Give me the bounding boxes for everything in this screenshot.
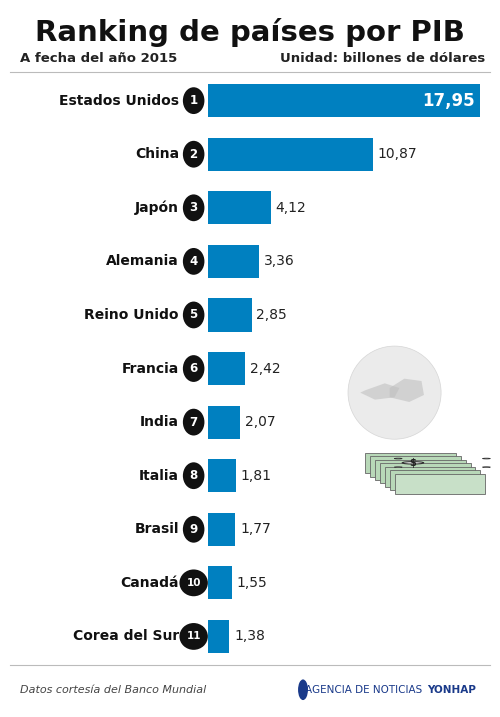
Bar: [208, 513, 235, 546]
Polygon shape: [394, 473, 485, 494]
Text: 1: 1: [190, 94, 198, 107]
Circle shape: [482, 458, 490, 459]
Text: China: China: [135, 147, 179, 161]
Text: 2,42: 2,42: [250, 361, 280, 376]
Text: YONHAP: YONHAP: [428, 685, 476, 695]
Text: 1,38: 1,38: [234, 630, 265, 643]
Text: AGENCIA DE NOTICIAS: AGENCIA DE NOTICIAS: [305, 685, 426, 695]
Text: 2,85: 2,85: [256, 308, 287, 322]
Circle shape: [298, 680, 308, 700]
Text: Unidad: billones de dólares: Unidad: billones de dólares: [280, 52, 485, 65]
Ellipse shape: [180, 569, 208, 597]
Polygon shape: [390, 470, 480, 490]
Text: 11: 11: [186, 632, 201, 642]
Polygon shape: [385, 467, 476, 487]
Polygon shape: [380, 463, 470, 483]
Text: Brasil: Brasil: [134, 522, 179, 536]
Text: 10,87: 10,87: [378, 147, 418, 161]
Circle shape: [394, 458, 402, 459]
Text: 5: 5: [190, 308, 198, 321]
Bar: [208, 138, 373, 171]
Bar: [208, 84, 480, 118]
Ellipse shape: [183, 248, 204, 275]
Text: Reino Unido: Reino Unido: [84, 308, 179, 322]
Text: 2: 2: [190, 148, 198, 161]
Text: 3,36: 3,36: [264, 255, 295, 268]
Text: 17,95: 17,95: [422, 92, 474, 110]
Text: India: India: [140, 415, 179, 429]
Text: Corea del Sur: Corea del Sur: [72, 630, 179, 643]
Ellipse shape: [183, 302, 204, 328]
Circle shape: [402, 462, 423, 464]
Text: Estados Unidos: Estados Unidos: [59, 94, 179, 108]
Ellipse shape: [348, 346, 441, 440]
Text: Japón: Japón: [135, 201, 179, 215]
Bar: [208, 566, 232, 599]
Text: 6: 6: [190, 362, 198, 375]
Ellipse shape: [183, 462, 204, 489]
Polygon shape: [390, 379, 424, 402]
Text: 3: 3: [190, 201, 198, 214]
Text: $: $: [410, 458, 416, 467]
Text: Alemania: Alemania: [106, 255, 179, 268]
Text: Datos cortesía del Banco Mundial: Datos cortesía del Banco Mundial: [20, 685, 206, 695]
Text: 4: 4: [190, 255, 198, 268]
Bar: [208, 619, 230, 653]
Ellipse shape: [180, 623, 208, 650]
Text: 1,77: 1,77: [240, 522, 271, 536]
Polygon shape: [360, 384, 400, 399]
Ellipse shape: [183, 141, 204, 168]
Text: A fecha del año 2015: A fecha del año 2015: [20, 52, 177, 65]
Ellipse shape: [183, 355, 204, 382]
Ellipse shape: [183, 87, 204, 114]
Ellipse shape: [183, 194, 204, 222]
Text: Ranking de países por PIB: Ranking de países por PIB: [35, 18, 465, 47]
Text: 7: 7: [190, 416, 198, 429]
Ellipse shape: [183, 516, 204, 543]
Text: 1,55: 1,55: [236, 576, 268, 590]
Text: 9: 9: [190, 523, 198, 536]
Text: Canadá: Canadá: [120, 576, 179, 590]
Bar: [208, 191, 271, 224]
Text: 1,81: 1,81: [240, 469, 272, 483]
Bar: [208, 406, 240, 439]
Text: 2,07: 2,07: [244, 415, 275, 429]
Text: Francia: Francia: [122, 361, 179, 376]
Polygon shape: [365, 452, 456, 473]
Text: Italia: Italia: [139, 469, 179, 483]
Text: 8: 8: [190, 469, 198, 483]
Bar: [208, 459, 236, 493]
Text: 10: 10: [186, 578, 201, 588]
Bar: [208, 244, 260, 278]
Polygon shape: [370, 456, 460, 477]
Text: 4,12: 4,12: [276, 201, 306, 215]
Bar: [208, 352, 245, 385]
Polygon shape: [375, 460, 466, 480]
Ellipse shape: [183, 409, 204, 435]
Bar: [208, 298, 252, 331]
